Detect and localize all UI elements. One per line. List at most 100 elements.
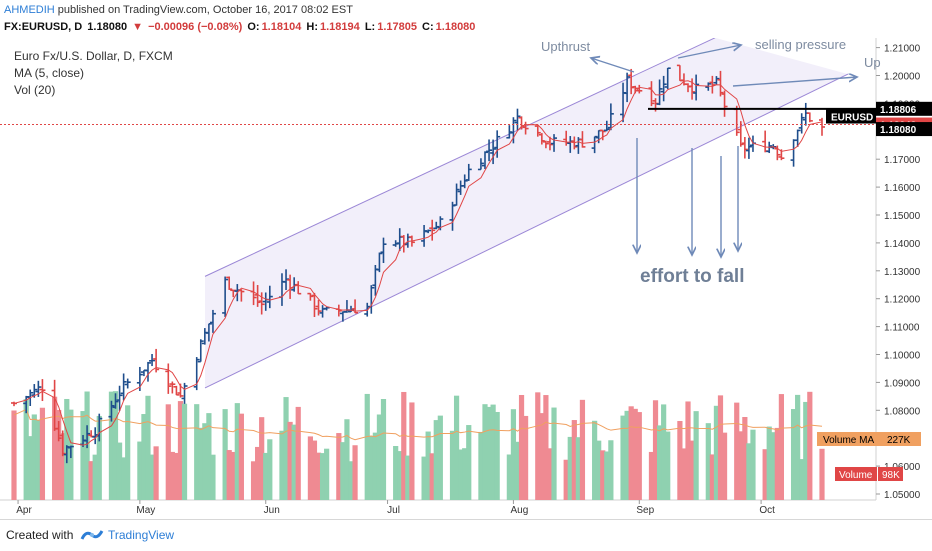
volume-bar xyxy=(108,391,115,500)
ohlc-bar xyxy=(254,285,261,307)
ohlc-bar xyxy=(67,445,74,459)
selling-pressure-label: selling pressure xyxy=(755,38,846,52)
volume-bar xyxy=(685,401,691,500)
tradingview-logo-icon xyxy=(80,530,104,540)
volume-bar xyxy=(283,397,289,500)
volume-bar xyxy=(522,415,529,500)
resistance-price-tag: 1.18806 xyxy=(876,101,932,116)
price-tick-label: 1.13000 xyxy=(884,267,921,278)
volume-bar xyxy=(429,453,435,500)
ohlc-bar xyxy=(741,136,748,159)
published-text: published on TradingView.com, October 16… xyxy=(57,4,353,16)
footer: Created with TradingView xyxy=(0,519,932,551)
ohlc-bar xyxy=(794,129,801,147)
volume-bar xyxy=(177,401,184,500)
up-arrow xyxy=(732,77,857,87)
volume-bar xyxy=(165,404,171,500)
volume-bar xyxy=(681,448,687,500)
ohlc-bar xyxy=(546,136,553,151)
ohlc-bar xyxy=(514,108,521,131)
volume-bar xyxy=(267,439,273,500)
ohlc-bar xyxy=(806,112,813,123)
volume-bar xyxy=(409,402,415,500)
ohlc-bar xyxy=(538,133,545,145)
volume-bar xyxy=(592,420,598,500)
volume-bar xyxy=(401,391,407,500)
volume-bar xyxy=(311,440,318,500)
volume-bar xyxy=(482,404,488,500)
volume-ma-tag-bg xyxy=(817,432,921,446)
volume-bar xyxy=(31,414,37,500)
volume-bar xyxy=(149,454,155,500)
volume-bar xyxy=(778,394,784,500)
volume-tag: Volume 98K xyxy=(835,467,903,481)
time-tick-label: Jul xyxy=(387,505,400,516)
volume-tag-value-bg xyxy=(878,467,903,481)
ohlc-bar xyxy=(745,137,752,159)
volume-bar xyxy=(393,446,399,500)
volume-bar xyxy=(23,399,29,500)
ohlc-bar xyxy=(39,379,46,402)
ohlc-bar xyxy=(112,393,119,409)
effort-to-fall-label: effort to fall xyxy=(640,266,745,287)
footer-brand-link[interactable]: TradingView xyxy=(108,528,175,542)
ohlc-bar xyxy=(323,306,330,311)
volume-bar xyxy=(693,411,699,500)
channel-fill xyxy=(205,38,848,388)
ohlc-bar xyxy=(510,117,517,144)
ohlc-bar xyxy=(465,163,472,181)
ohlc-bar xyxy=(790,139,797,167)
volume-bar xyxy=(746,443,752,500)
publish-info: AHMEDIH published on TradingView.com, Oc… xyxy=(4,4,353,16)
volume-bar xyxy=(705,423,711,500)
ohlc-bar xyxy=(522,121,529,135)
price-change: −0.00096 (−0.08%) xyxy=(148,21,243,33)
ohlc-bar xyxy=(124,378,131,389)
author-link[interactable]: AHMEDIH xyxy=(4,4,55,16)
price-tick-label: 1.15000 xyxy=(884,211,921,222)
price-tick-label: 1.09000 xyxy=(884,378,921,389)
volume-bar xyxy=(39,407,46,500)
volume-bar xyxy=(27,436,33,500)
upthrust-arrow xyxy=(591,58,635,73)
ohlc-bar xyxy=(59,430,66,457)
volume-bar xyxy=(774,427,780,500)
volume-bar xyxy=(291,424,297,500)
price-tick-label: 1.17000 xyxy=(884,155,921,166)
ohlc-bar xyxy=(266,285,273,309)
volume-bar xyxy=(790,409,797,500)
ohlc-bar xyxy=(425,229,432,234)
change-down-icon: ▼ xyxy=(132,21,144,33)
volume-bar xyxy=(405,455,411,500)
ohlc-bar xyxy=(169,381,176,394)
last-price-tag-bg xyxy=(876,122,932,137)
ohlc-bar xyxy=(599,129,606,141)
price-tick-label: 1.10000 xyxy=(884,351,921,362)
ohlc-bar xyxy=(165,363,172,394)
time-tick-label: May xyxy=(136,505,155,516)
volume-bar xyxy=(486,406,492,500)
volume-bar xyxy=(352,445,358,500)
annotations: Upthrust selling pressure Up effort to fall xyxy=(541,38,881,287)
volume-bar xyxy=(210,454,216,500)
volume-bar xyxy=(344,419,350,500)
volume-bar xyxy=(762,449,768,500)
price-chart[interactable]: 1.210001.200001.190001.180001.170001.160… xyxy=(0,38,932,518)
low-label: L: xyxy=(364,21,376,33)
ohlc-bar xyxy=(534,125,541,137)
ohlc-bar xyxy=(477,158,484,171)
last-price: 1.18080 xyxy=(87,21,128,33)
time-tick-label: Jun xyxy=(264,505,280,516)
ohlc-bar xyxy=(380,237,387,263)
volume-bar xyxy=(181,403,188,500)
volume-bar xyxy=(194,404,200,500)
volume-bar xyxy=(255,446,261,500)
volume-bar xyxy=(734,402,740,500)
chart-area[interactable]: 1.210001.200001.190001.180001.170001.160… xyxy=(0,38,932,518)
volume-bar xyxy=(121,457,127,500)
price-tick-label: 1.21000 xyxy=(884,44,921,55)
volume-bar xyxy=(535,392,541,500)
volume-bar xyxy=(336,433,342,500)
volume-bar xyxy=(116,442,123,500)
volume-bar xyxy=(624,410,630,500)
